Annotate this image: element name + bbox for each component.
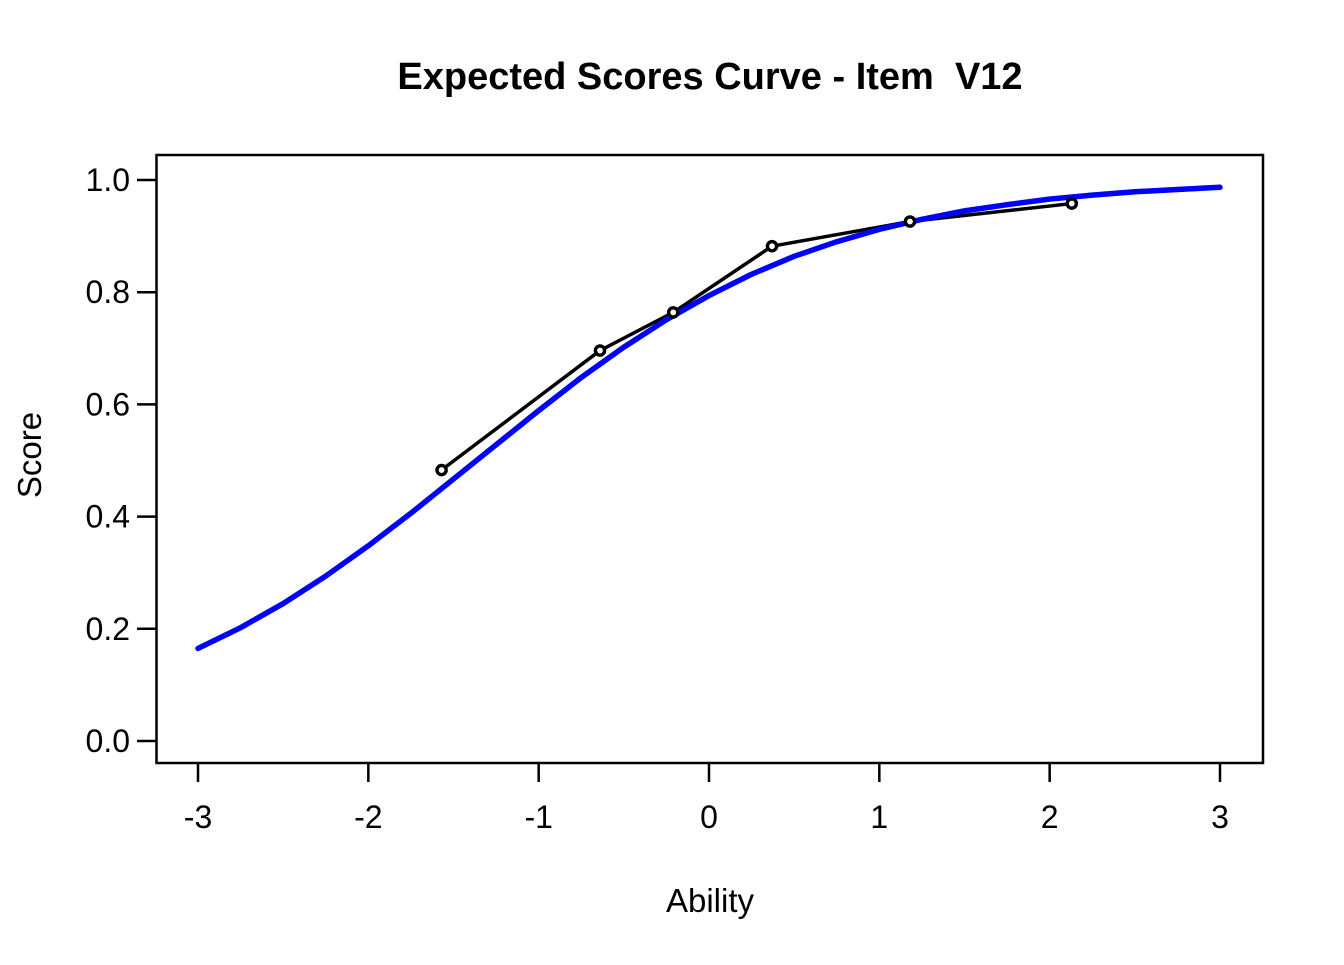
plot-border <box>155 153 1265 765</box>
y-tick-label: 0.0 <box>86 723 130 759</box>
data-point <box>765 239 779 253</box>
y-tick-label: 0.6 <box>86 386 130 422</box>
x-tick-label: -1 <box>524 799 552 835</box>
y-tick-label: 0.8 <box>86 274 130 310</box>
data-point <box>435 463 448 477</box>
x-tick-label: 1 <box>870 799 888 835</box>
y-tick-label: 0.2 <box>86 611 130 647</box>
x-tick-label: 3 <box>1211 799 1229 835</box>
y-tick-label: 0.4 <box>86 499 130 535</box>
data-point <box>903 215 917 228</box>
x-axis-title: Ability <box>666 882 755 919</box>
x-tick-label: -2 <box>354 799 382 835</box>
observed-scores-line <box>439 201 1074 472</box>
data-series <box>195 184 1223 652</box>
x-tick-label: 0 <box>700 799 718 835</box>
data-point <box>1065 197 1079 210</box>
x-tick-label: 2 <box>1041 799 1059 835</box>
data-point <box>666 306 680 319</box>
data-point <box>593 344 607 357</box>
expected-score-curve <box>195 184 1223 652</box>
chart-title: Expected Scores Curve - Item V12 <box>397 56 1022 98</box>
y-axis-title: Score <box>11 412 48 498</box>
y-tick-label: 1.0 <box>86 162 130 198</box>
x-tick-label: -3 <box>184 799 212 835</box>
axis-ticks: -3 -2 -1 0 1 2 3 0.0 0.2 0.4 0.6 0.8 1.0 <box>86 162 1229 835</box>
